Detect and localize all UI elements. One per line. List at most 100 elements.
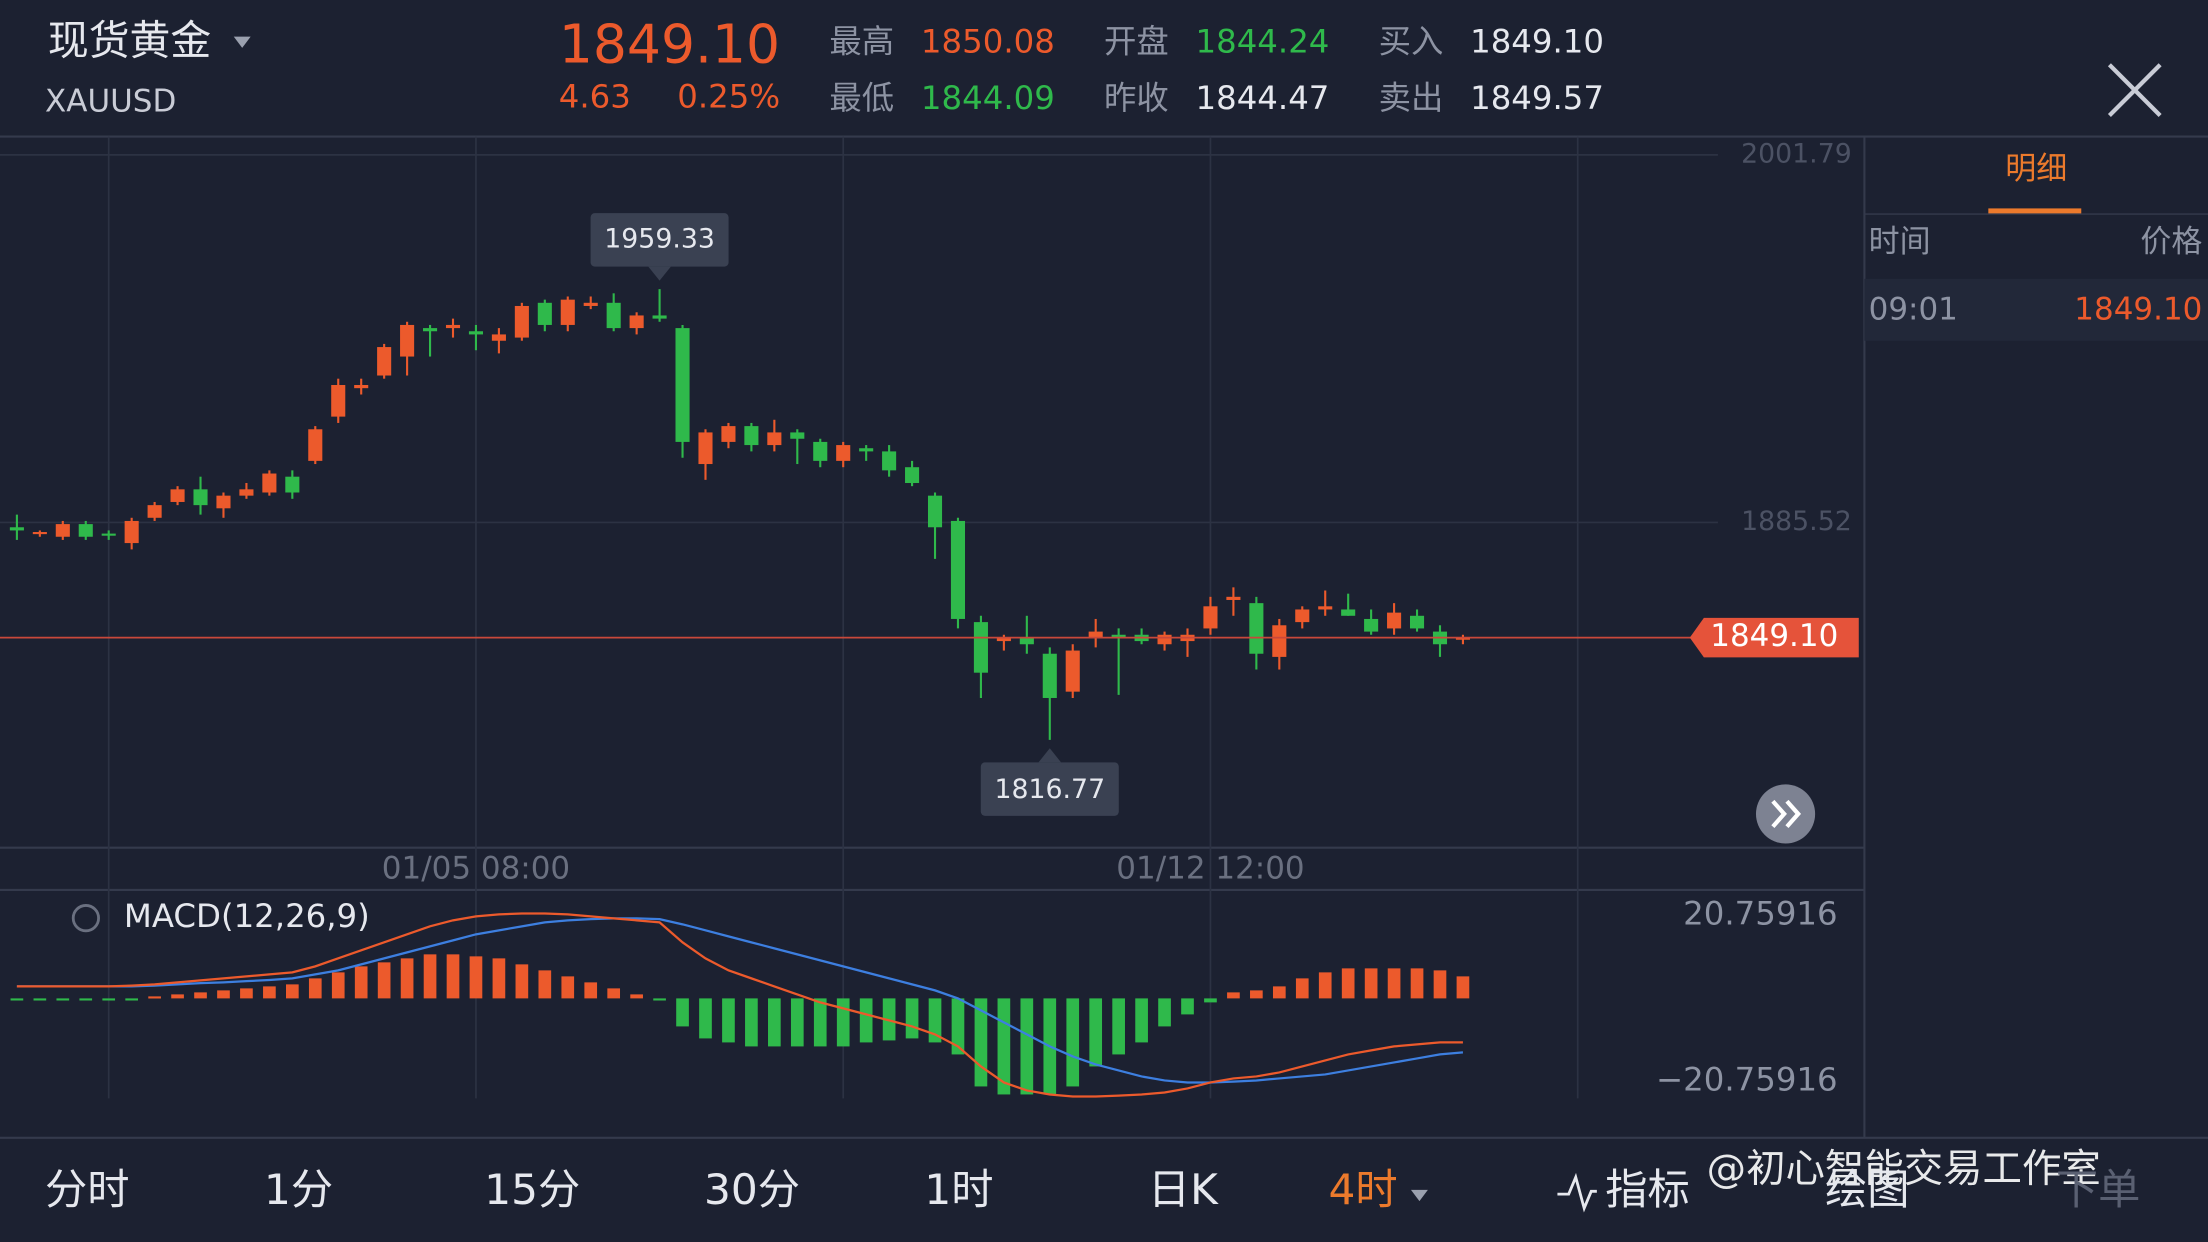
timeframe-tab[interactable]: 4时: [1329, 1165, 1398, 1214]
candle-body: [193, 489, 208, 506]
price-tag-label: 1849.10: [1710, 618, 1838, 654]
macd-bar: [1364, 968, 1378, 999]
detail-price: 1849.10: [2074, 292, 2202, 328]
macd-bar: [148, 996, 161, 999]
candle-body: [1341, 609, 1356, 616]
stat-label: 最低: [829, 79, 894, 117]
candle-body: [1272, 625, 1287, 657]
candle-body: [652, 315, 667, 319]
macd-bar: [699, 998, 712, 1039]
dropdown-caret[interactable]: [233, 36, 251, 48]
macd-bar: [125, 998, 138, 1001]
side-tab[interactable]: 明细: [2005, 151, 2067, 187]
stat-label: 买入: [1379, 23, 1444, 61]
settings-icon[interactable]: [71, 904, 100, 933]
candle-body: [950, 520, 966, 619]
macd-bar: [400, 958, 414, 999]
tool-button[interactable]: 指标: [1605, 1165, 1689, 1214]
tool-button[interactable]: 下单: [2056, 1165, 2140, 1214]
candle-body: [216, 495, 231, 509]
tool-button[interactable]: 绘图: [1825, 1165, 1909, 1214]
macd-bar: [194, 992, 207, 999]
candle-body: [147, 505, 162, 518]
candle-body: [767, 432, 782, 446]
candle-body: [78, 524, 93, 537]
candle-body: [882, 451, 897, 471]
candle-body: [859, 448, 874, 452]
candle-body: [836, 445, 851, 461]
candle-body: [308, 429, 323, 461]
close-button[interactable]: [2107, 63, 2162, 117]
candle-body: [790, 432, 805, 439]
candle-body: [560, 299, 575, 325]
stat-label: 开盘: [1104, 23, 1169, 61]
macd-bar: [1020, 998, 1034, 1095]
timeframe-tab[interactable]: 1时: [924, 1165, 993, 1214]
macd-bar: [240, 988, 253, 999]
macd-bar: [308, 978, 322, 999]
candle-body: [721, 426, 736, 442]
macd-bar: [1204, 998, 1217, 1003]
macd-bar: [859, 998, 873, 1043]
timeframe-tab[interactable]: 30分: [704, 1165, 800, 1214]
detail-time: 09:01: [1869, 292, 1958, 328]
macd-bar: [377, 962, 391, 999]
macd-bar: [469, 956, 483, 999]
candle-body: [927, 495, 943, 528]
macd-bar: [951, 998, 965, 1055]
instrument-name[interactable]: 现货黄金: [48, 17, 211, 65]
timeframe-tab[interactable]: 分时: [45, 1165, 129, 1214]
candle-body: [262, 473, 277, 493]
candle-body: [1065, 650, 1080, 692]
stat-value: 1844.09: [921, 79, 1055, 117]
stat-value: 1844.47: [1196, 79, 1330, 117]
candle-body: [1364, 618, 1379, 632]
macd-bar: [790, 998, 804, 1047]
macd-bar: [607, 988, 621, 999]
candle-body: [629, 315, 644, 329]
candle-body: [423, 328, 438, 332]
candle-body: [9, 527, 24, 531]
macd-bar: [1341, 968, 1355, 999]
macd-bar: [10, 998, 24, 1001]
macd-bar: [1272, 986, 1286, 999]
dea-line: [16, 917, 1464, 1084]
timeframe-tab[interactable]: 日K: [1148, 1165, 1219, 1214]
column-header: 价格: [2140, 224, 2202, 260]
macd-bar: [836, 998, 850, 1047]
macd-bar: [263, 986, 276, 999]
price-change: 4.63: [559, 78, 631, 116]
macd-bar: [1135, 998, 1148, 1043]
macd-bar: [33, 998, 47, 1001]
macd-bar: [1456, 976, 1470, 999]
candle-body: [468, 331, 483, 335]
timeframe-tab[interactable]: 1分: [264, 1165, 333, 1214]
macd-bar: [171, 994, 184, 999]
high-marker-box: [590, 213, 729, 267]
candle-body: [1019, 637, 1034, 645]
macd-bar: [813, 998, 827, 1047]
y-tick-label: 1885.52: [1741, 506, 1852, 537]
price-change-pct: 0.25%: [677, 78, 780, 116]
candle-body: [905, 467, 920, 484]
macd-bar: [722, 998, 735, 1043]
candle-body: [675, 328, 690, 442]
macd-bar: [676, 998, 689, 1027]
high-marker-pointer: [648, 266, 671, 281]
price-tag: [1689, 617, 1859, 658]
macd-bar: [331, 972, 345, 999]
candle-body: [1387, 612, 1402, 629]
macd-bar: [423, 954, 437, 999]
candle-body: [1088, 631, 1103, 638]
candle-body: [1409, 615, 1425, 629]
low-marker-pointer: [1038, 748, 1062, 763]
double-arrow-icon: [1771, 799, 1802, 828]
macd-bar: [630, 994, 643, 999]
macd-bar: [285, 984, 299, 999]
candle-body: [973, 622, 988, 673]
timeframe-tab[interactable]: 15分: [484, 1165, 580, 1214]
macd-bar: [1433, 970, 1447, 999]
column-header: 时间: [1869, 224, 1931, 260]
